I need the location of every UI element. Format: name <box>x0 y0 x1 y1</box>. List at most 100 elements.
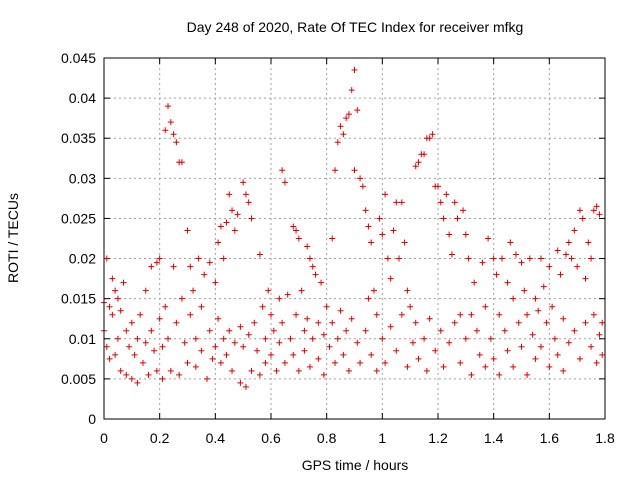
data-point <box>593 359 600 366</box>
data-point <box>384 255 391 262</box>
data-point <box>301 347 308 354</box>
data-point <box>273 367 280 374</box>
data-point <box>357 175 364 182</box>
data-point <box>103 343 110 350</box>
data-points <box>101 67 606 390</box>
data-point <box>293 227 300 234</box>
data-point <box>524 311 531 318</box>
data-point <box>446 231 453 238</box>
data-point <box>184 359 191 366</box>
data-point <box>329 235 336 242</box>
data-point <box>510 295 517 302</box>
data-point <box>231 227 238 234</box>
data-point <box>596 331 603 338</box>
data-point <box>515 319 522 326</box>
data-point <box>237 379 244 386</box>
data-point <box>242 191 249 198</box>
data-point <box>362 327 369 334</box>
data-point <box>170 263 177 270</box>
data-point <box>137 311 144 318</box>
data-point <box>176 371 183 378</box>
data-point <box>329 319 336 326</box>
data-point <box>276 295 283 302</box>
data-point <box>237 323 244 330</box>
data-point <box>426 315 433 322</box>
data-point <box>504 347 511 354</box>
data-point <box>490 255 497 262</box>
data-point <box>320 331 327 338</box>
y-tick-label: 0.01 <box>69 331 96 347</box>
data-point <box>585 239 592 246</box>
data-point <box>398 311 405 318</box>
data-point <box>348 315 355 322</box>
data-point <box>209 355 216 362</box>
x-axis-label: GPS time / hours <box>302 457 409 473</box>
data-point <box>540 283 547 290</box>
data-point <box>343 327 350 334</box>
data-point <box>281 359 288 366</box>
data-point <box>473 327 480 334</box>
data-point <box>256 251 263 258</box>
data-point <box>268 351 274 358</box>
data-point <box>576 355 583 362</box>
data-point <box>128 319 135 326</box>
data-point <box>332 359 339 366</box>
data-point <box>293 311 300 318</box>
data-point <box>298 287 305 294</box>
data-point <box>173 139 180 146</box>
data-point <box>259 303 266 310</box>
x-tick-label: 1.8 <box>595 430 615 446</box>
x-tick-label: 0.2 <box>150 430 170 446</box>
data-point <box>421 335 428 342</box>
data-point <box>295 367 302 374</box>
data-point <box>320 371 327 378</box>
data-point <box>240 179 247 186</box>
data-point <box>304 243 311 250</box>
data-point <box>279 319 286 326</box>
data-point <box>270 327 277 334</box>
data-point <box>460 207 467 214</box>
data-point <box>565 339 572 346</box>
data-point <box>582 275 589 282</box>
data-point <box>217 223 224 230</box>
data-point <box>223 351 230 358</box>
data-point <box>262 359 269 366</box>
data-point <box>167 367 174 374</box>
data-point <box>220 335 227 342</box>
data-point <box>351 67 358 74</box>
data-point <box>284 291 291 298</box>
data-point <box>148 327 155 334</box>
data-point <box>476 351 483 358</box>
data-point <box>301 327 308 334</box>
data-point <box>120 279 127 286</box>
data-point <box>560 315 567 322</box>
data-point <box>359 183 366 190</box>
data-point <box>348 87 355 94</box>
data-point <box>524 371 531 378</box>
data-point <box>148 263 155 270</box>
data-point <box>588 343 595 350</box>
data-point <box>462 335 469 342</box>
data-point <box>109 311 116 318</box>
data-point <box>401 239 408 246</box>
data-point <box>379 335 386 342</box>
data-point <box>153 259 160 266</box>
data-point <box>440 363 447 370</box>
data-point <box>462 231 469 238</box>
axis-ticks <box>103 57 606 420</box>
data-point <box>382 191 389 198</box>
data-point <box>206 327 213 334</box>
data-point <box>212 279 219 286</box>
data-point <box>362 207 369 214</box>
data-point <box>162 127 169 134</box>
data-point <box>563 251 570 258</box>
data-point <box>351 167 358 174</box>
data-point <box>151 347 158 354</box>
data-point <box>279 167 286 174</box>
data-point <box>412 163 419 170</box>
data-point <box>190 287 197 294</box>
data-point <box>568 255 575 262</box>
data-point <box>309 263 316 270</box>
data-point <box>365 223 372 230</box>
data-point <box>198 303 205 310</box>
